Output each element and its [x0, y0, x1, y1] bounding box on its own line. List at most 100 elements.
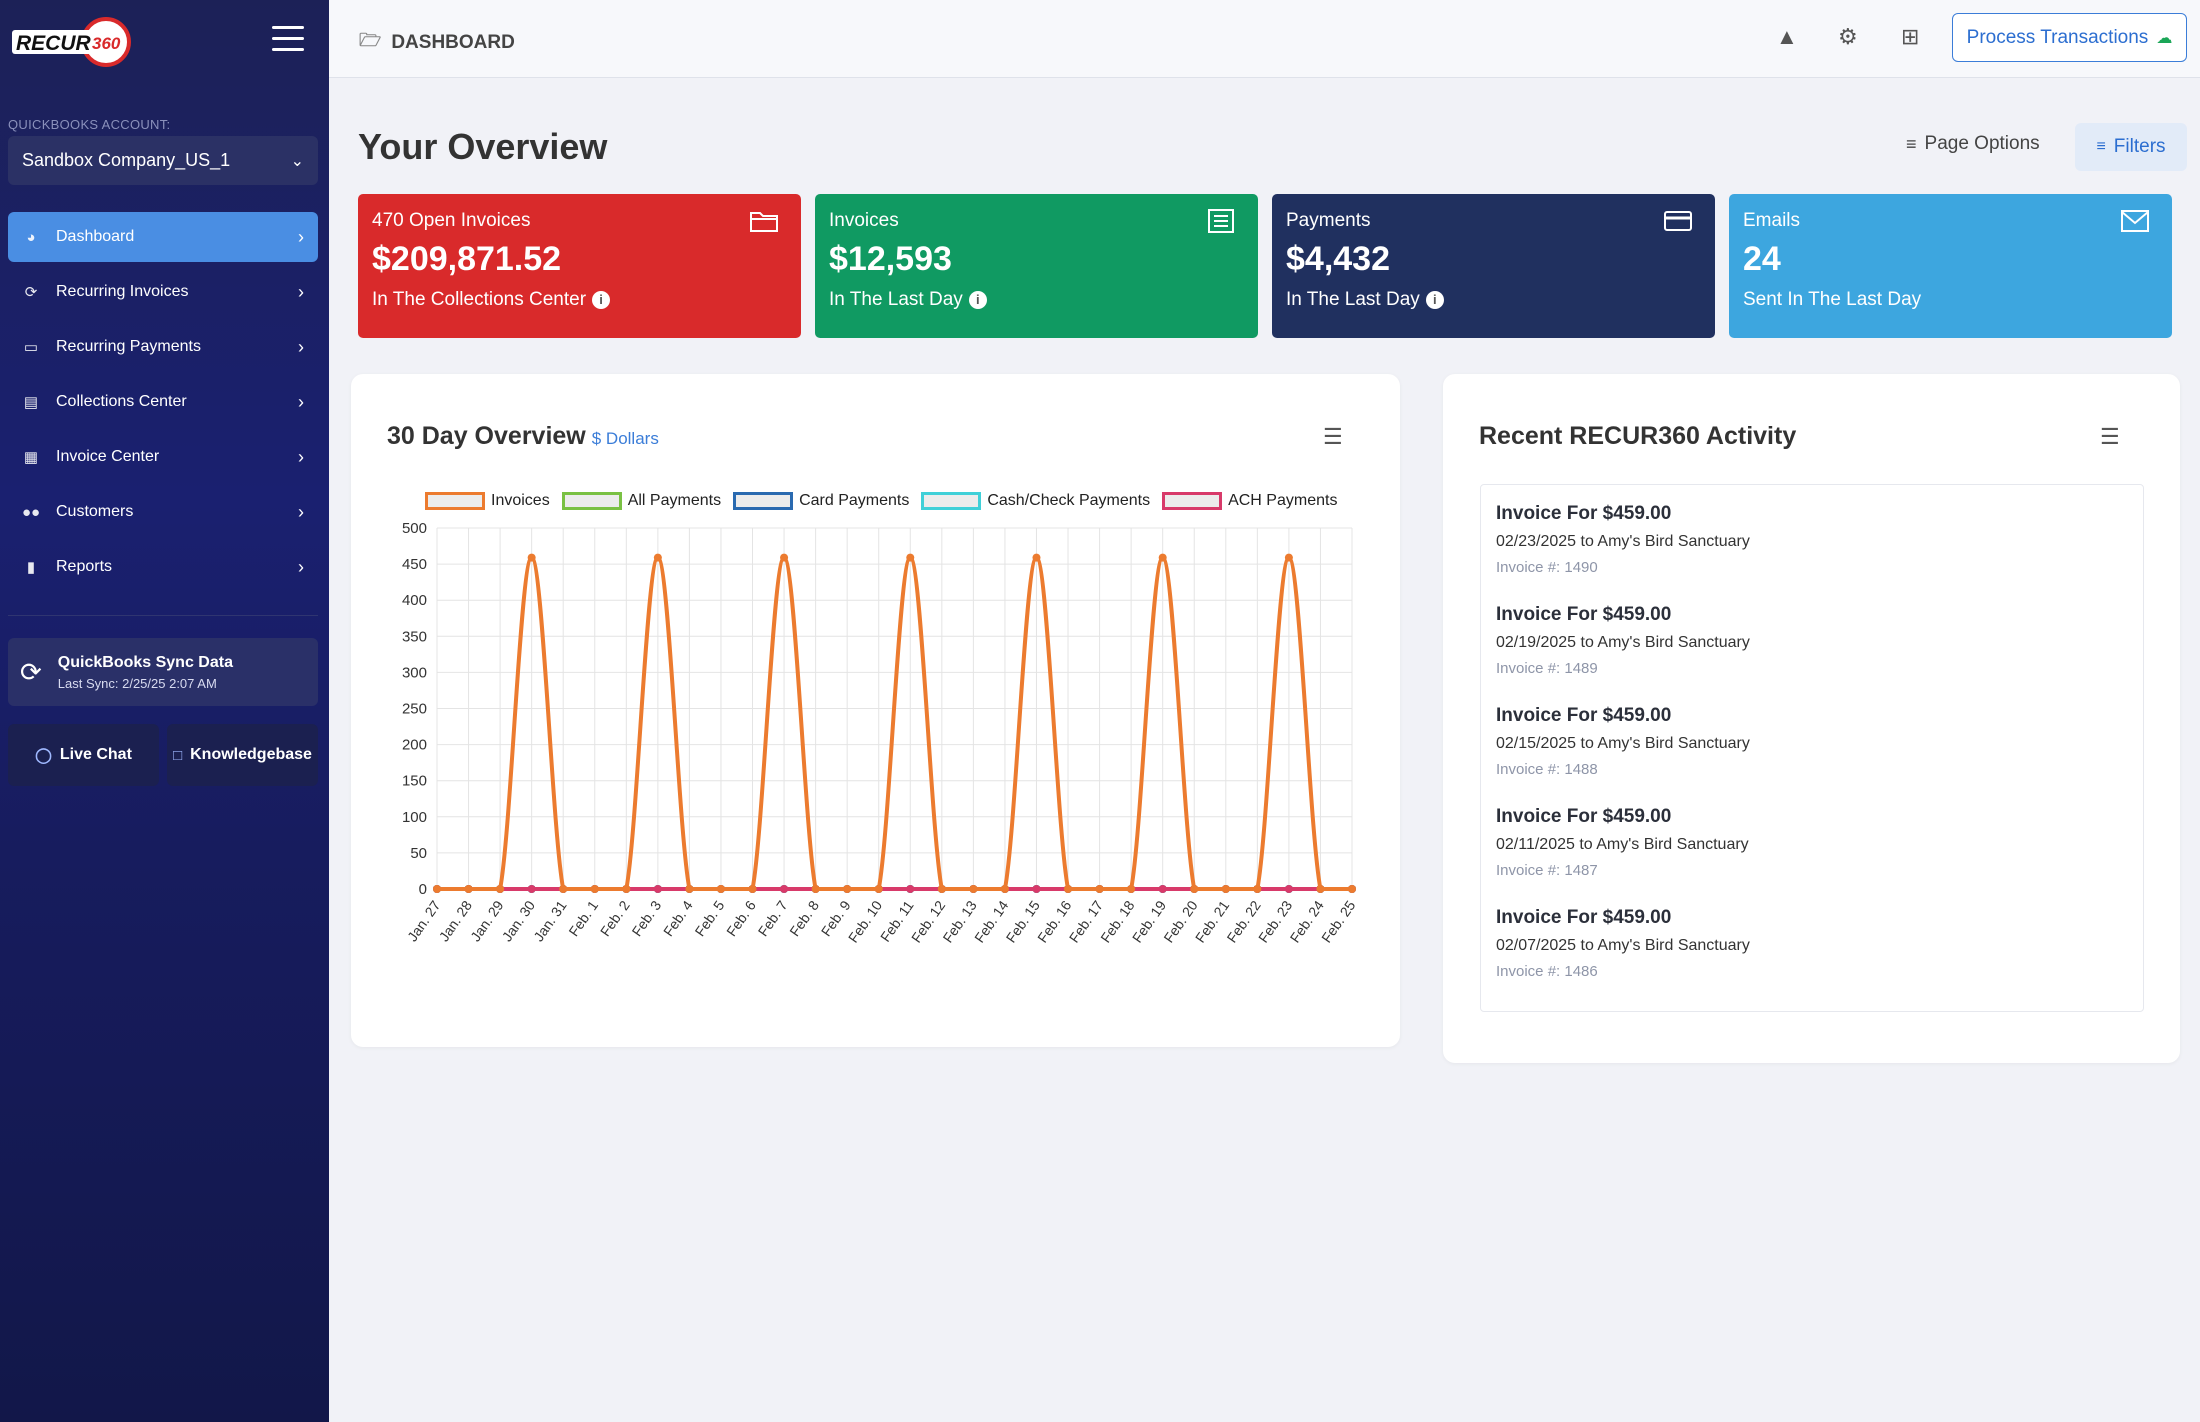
envelope-icon	[2121, 210, 2149, 232]
data-point	[559, 885, 568, 893]
process-transactions-label: Process Transactions	[1966, 26, 2149, 48]
y-tick-label: 450	[402, 556, 427, 573]
data-point	[1000, 885, 1009, 893]
process-transactions-button[interactable]: Process Transactions ☁	[1952, 13, 2187, 62]
legend-label: Invoices	[491, 492, 550, 509]
bell-icon[interactable]: ▲	[1776, 24, 1798, 49]
card-label: Payments	[1286, 210, 1371, 231]
card-sub: In The Collections Center	[372, 289, 587, 310]
x-tick-label: Feb. 1	[565, 897, 601, 939]
x-tick-label: Feb. 7	[755, 897, 791, 939]
repeat-icon: ⟳	[24, 284, 38, 301]
data-point	[685, 885, 694, 893]
y-tick-label: 50	[410, 845, 427, 862]
y-tick-label: 500	[402, 520, 427, 537]
data-point	[1127, 885, 1136, 893]
sync-icon: ⟳	[20, 656, 42, 687]
info-icon[interactable]: i	[1425, 291, 1444, 309]
menu-toggle-icon[interactable]	[272, 26, 304, 54]
info-icon[interactable]: i	[968, 291, 987, 309]
knowledgebase-label: Knowledgebase	[190, 746, 312, 763]
card-label: Invoices	[829, 210, 899, 231]
data-point	[1253, 885, 1262, 893]
emails-card[interactable]: Emails 24 Sent In The Last Day	[1729, 194, 2172, 338]
x-tick-label: Feb. 8	[786, 897, 822, 939]
sidebar-item-invoice-center[interactable]: ▦ Invoice Center ›	[8, 432, 318, 482]
chevron-right-icon: ›	[298, 501, 304, 522]
activity-detail: 02/23/2025 to Amy's Bird Sanctuary	[1496, 533, 1750, 550]
logo-number: 360	[92, 34, 121, 53]
sidebar-item-collections-center[interactable]: ▤ Collections Center ›	[8, 377, 318, 427]
activity-ref: Invoice #: 1487	[1496, 862, 1598, 879]
bar-chart-icon: ▮	[26, 559, 36, 576]
sync-title: QuickBooks Sync Data	[57, 653, 233, 671]
activity-item[interactable]: Invoice For $459.00 02/07/2025 to Amy's …	[1481, 889, 2143, 990]
payments-card[interactable]: Payments $4,432 In The Last Day i	[1272, 194, 1715, 338]
invoices-card[interactable]: Invoices $12,593 In The Last Day i	[815, 194, 1258, 338]
filters-button[interactable]: ≡ Filters	[2075, 123, 2187, 171]
activity-list: Invoice For $459.00 02/23/2025 to Amy's …	[1480, 484, 2144, 1012]
page-options-button[interactable]: ≡ Page Options	[1906, 133, 2040, 155]
activity-settings-icon[interactable]: ☰	[2100, 424, 2120, 449]
data-point	[1190, 885, 1199, 893]
data-point	[590, 885, 599, 893]
legend-item-ach-payments[interactable]: ACH Payments	[1162, 492, 1337, 510]
data-point	[1032, 885, 1041, 893]
legend-label: Card Payments	[799, 492, 910, 509]
sidebar-item-recurring-payments[interactable]: ▭ Recurring Payments ›	[8, 322, 318, 372]
data-point	[527, 553, 536, 562]
legend-swatch	[1162, 492, 1223, 510]
live-chat-button[interactable]: ◯ Live Chat	[8, 724, 159, 786]
sidebar-item-recurring-invoices[interactable]: ⟳ Recurring Invoices ›	[8, 267, 318, 317]
bookmark-icon: □	[173, 746, 183, 764]
chart-unit: $ Dollars	[591, 429, 659, 448]
card-value: $12,593	[829, 240, 952, 278]
company-select[interactable]: Sandbox Company_US_1 ⌄	[8, 136, 318, 185]
activity-detail: 02/07/2025 to Amy's Bird Sanctuary	[1496, 937, 1750, 954]
quickbooks-sync-button[interactable]: ⟳ QuickBooks Sync Data Last Sync: 2/25/2…	[8, 638, 318, 706]
legend-label: Cash/Check Payments	[987, 492, 1151, 509]
legend-item-cash-check-payments[interactable]: Cash/Check Payments	[921, 492, 1150, 510]
y-tick-label: 200	[402, 737, 427, 754]
sidebar-divider	[8, 615, 318, 616]
activity-detail: 02/19/2025 to Amy's Bird Sanctuary	[1496, 634, 1750, 651]
data-point	[1284, 553, 1293, 562]
data-point	[780, 553, 789, 562]
add-square-icon[interactable]: ⊞	[1901, 24, 1920, 49]
activity-item[interactable]: Invoice For $459.00 02/19/2025 to Amy's …	[1481, 586, 2143, 687]
activity-ref: Invoice #: 1488	[1496, 761, 1598, 778]
x-tick-label: Feb. 6	[723, 897, 759, 939]
info-icon[interactable]: i	[592, 291, 611, 309]
data-point	[969, 885, 978, 893]
activity-item[interactable]: Invoice For $459.00 02/15/2025 to Amy's …	[1481, 687, 2143, 788]
sidebar-item-label: Recurring Invoices	[56, 283, 189, 300]
legend-item-invoices[interactable]: Invoices	[425, 492, 550, 510]
sidebar-item-dashboard[interactable]: ◕ Dashboard ›	[8, 212, 318, 262]
knowledgebase-button[interactable]: □ Knowledgebase	[167, 724, 318, 786]
sidebar: RECUR 360 QUICKBOOKS ACCOUNT: Sandbox Co…	[0, 0, 329, 1422]
activity-title: Invoice For $459.00	[1496, 907, 1672, 928]
sliders-icon: ≡	[1906, 133, 1917, 154]
series-line-invoices	[437, 555, 1352, 891]
activity-item[interactable]: Invoice For $459.00 02/11/2025 to Amy's …	[1481, 788, 2143, 889]
topbar: 🗁 DASHBOARD ▲ ⚙ ⊞ Process Transactions ☁	[329, 0, 2200, 78]
gear-icon[interactable]: ⚙	[1838, 24, 1858, 49]
users-icon: ●●	[22, 503, 41, 521]
data-point	[1316, 885, 1325, 893]
sidebar-nav: ◕ Dashboard › ⟳ Recurring Invoices › ▭ R…	[8, 212, 318, 597]
legend-item-all-payments[interactable]: All Payments	[561, 492, 721, 510]
chart-settings-icon[interactable]: ☰	[1323, 424, 1343, 449]
folder-icon	[750, 212, 778, 232]
y-tick-label: 400	[402, 592, 427, 609]
invoice-icon: ▦	[23, 449, 39, 466]
recur360-logo[interactable]: RECUR 360	[12, 16, 136, 68]
legend-item-card-payments[interactable]: Card Payments	[733, 492, 909, 510]
sync-last-time: Last Sync: 2/25/25 2:07 AM	[57, 675, 217, 691]
activity-item[interactable]: Invoice For $459.00 02/23/2025 to Amy's …	[1481, 485, 2143, 586]
chart-legend: Invoices All Payments Card Payments Cash…	[425, 492, 1349, 510]
sidebar-item-customers[interactable]: ●● Customers ›	[8, 487, 318, 537]
activity-title: Invoice For $459.00	[1496, 806, 1672, 827]
open-invoices-card[interactable]: 470 Open Invoices $209,871.52 In The Col…	[358, 194, 801, 338]
sidebar-item-reports[interactable]: ▮ Reports ›	[8, 542, 318, 592]
legend-swatch	[425, 492, 485, 510]
